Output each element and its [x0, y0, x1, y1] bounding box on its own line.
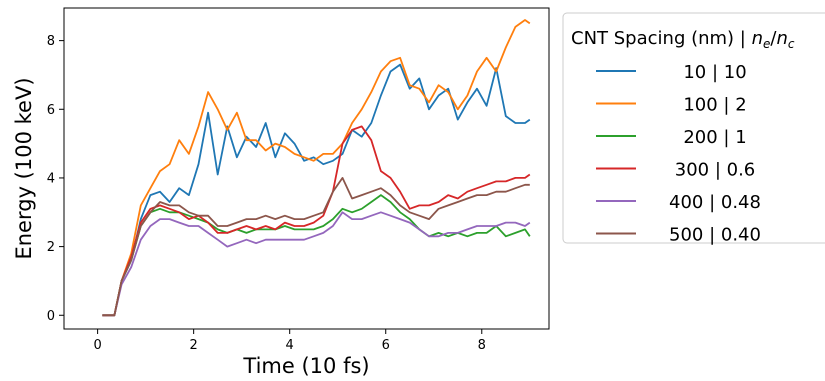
x-tick-label-2: 4 [286, 338, 294, 353]
legend-label-2: 200 | 1 [683, 127, 746, 148]
legend-label-1: 100 | 2 [683, 95, 746, 116]
legend-label-5: 500 | 0.40 [669, 225, 761, 246]
y-tick-label-2: 4 [47, 171, 55, 186]
series-line-1 [102, 19, 531, 317]
series-layer [102, 19, 531, 317]
y-tick-label-0: 0 [47, 309, 55, 324]
plot-frame [63, 7, 550, 330]
series-line-4 [102, 211, 531, 317]
y-tick-label-3: 6 [47, 103, 55, 118]
legend-title: CNT Spacing (nm) | ne/nc [571, 28, 795, 51]
legend-label-0: 10 | 10 [683, 62, 746, 83]
series-line-2 [102, 194, 531, 317]
x-tick-label-0: 0 [93, 338, 101, 353]
legend-label-3: 300 | 0.6 [675, 160, 756, 181]
x-tick-label-3: 6 [382, 338, 390, 353]
legend-label-4: 400 | 0.48 [669, 192, 761, 213]
series-line-5 [102, 176, 530, 317]
series-line-3 [102, 125, 531, 317]
y-tick-label-1: 2 [47, 240, 55, 255]
x-axis-label: Time (10 fs) [242, 354, 369, 378]
x-tick-label-1: 2 [190, 338, 198, 353]
y-axis-label: Energy (100 keV) [12, 77, 36, 259]
x-tick-label-4: 8 [478, 338, 486, 353]
y-tick-label-4: 8 [47, 34, 55, 49]
axes-layer: 0 2 4 6 8 0 2 4 6 8 [47, 7, 550, 353]
series-line-0 [102, 63, 531, 317]
legend: CNT Spacing (nm) | ne/nc 10 | 10 100 | 2 20… [562, 12, 825, 246]
